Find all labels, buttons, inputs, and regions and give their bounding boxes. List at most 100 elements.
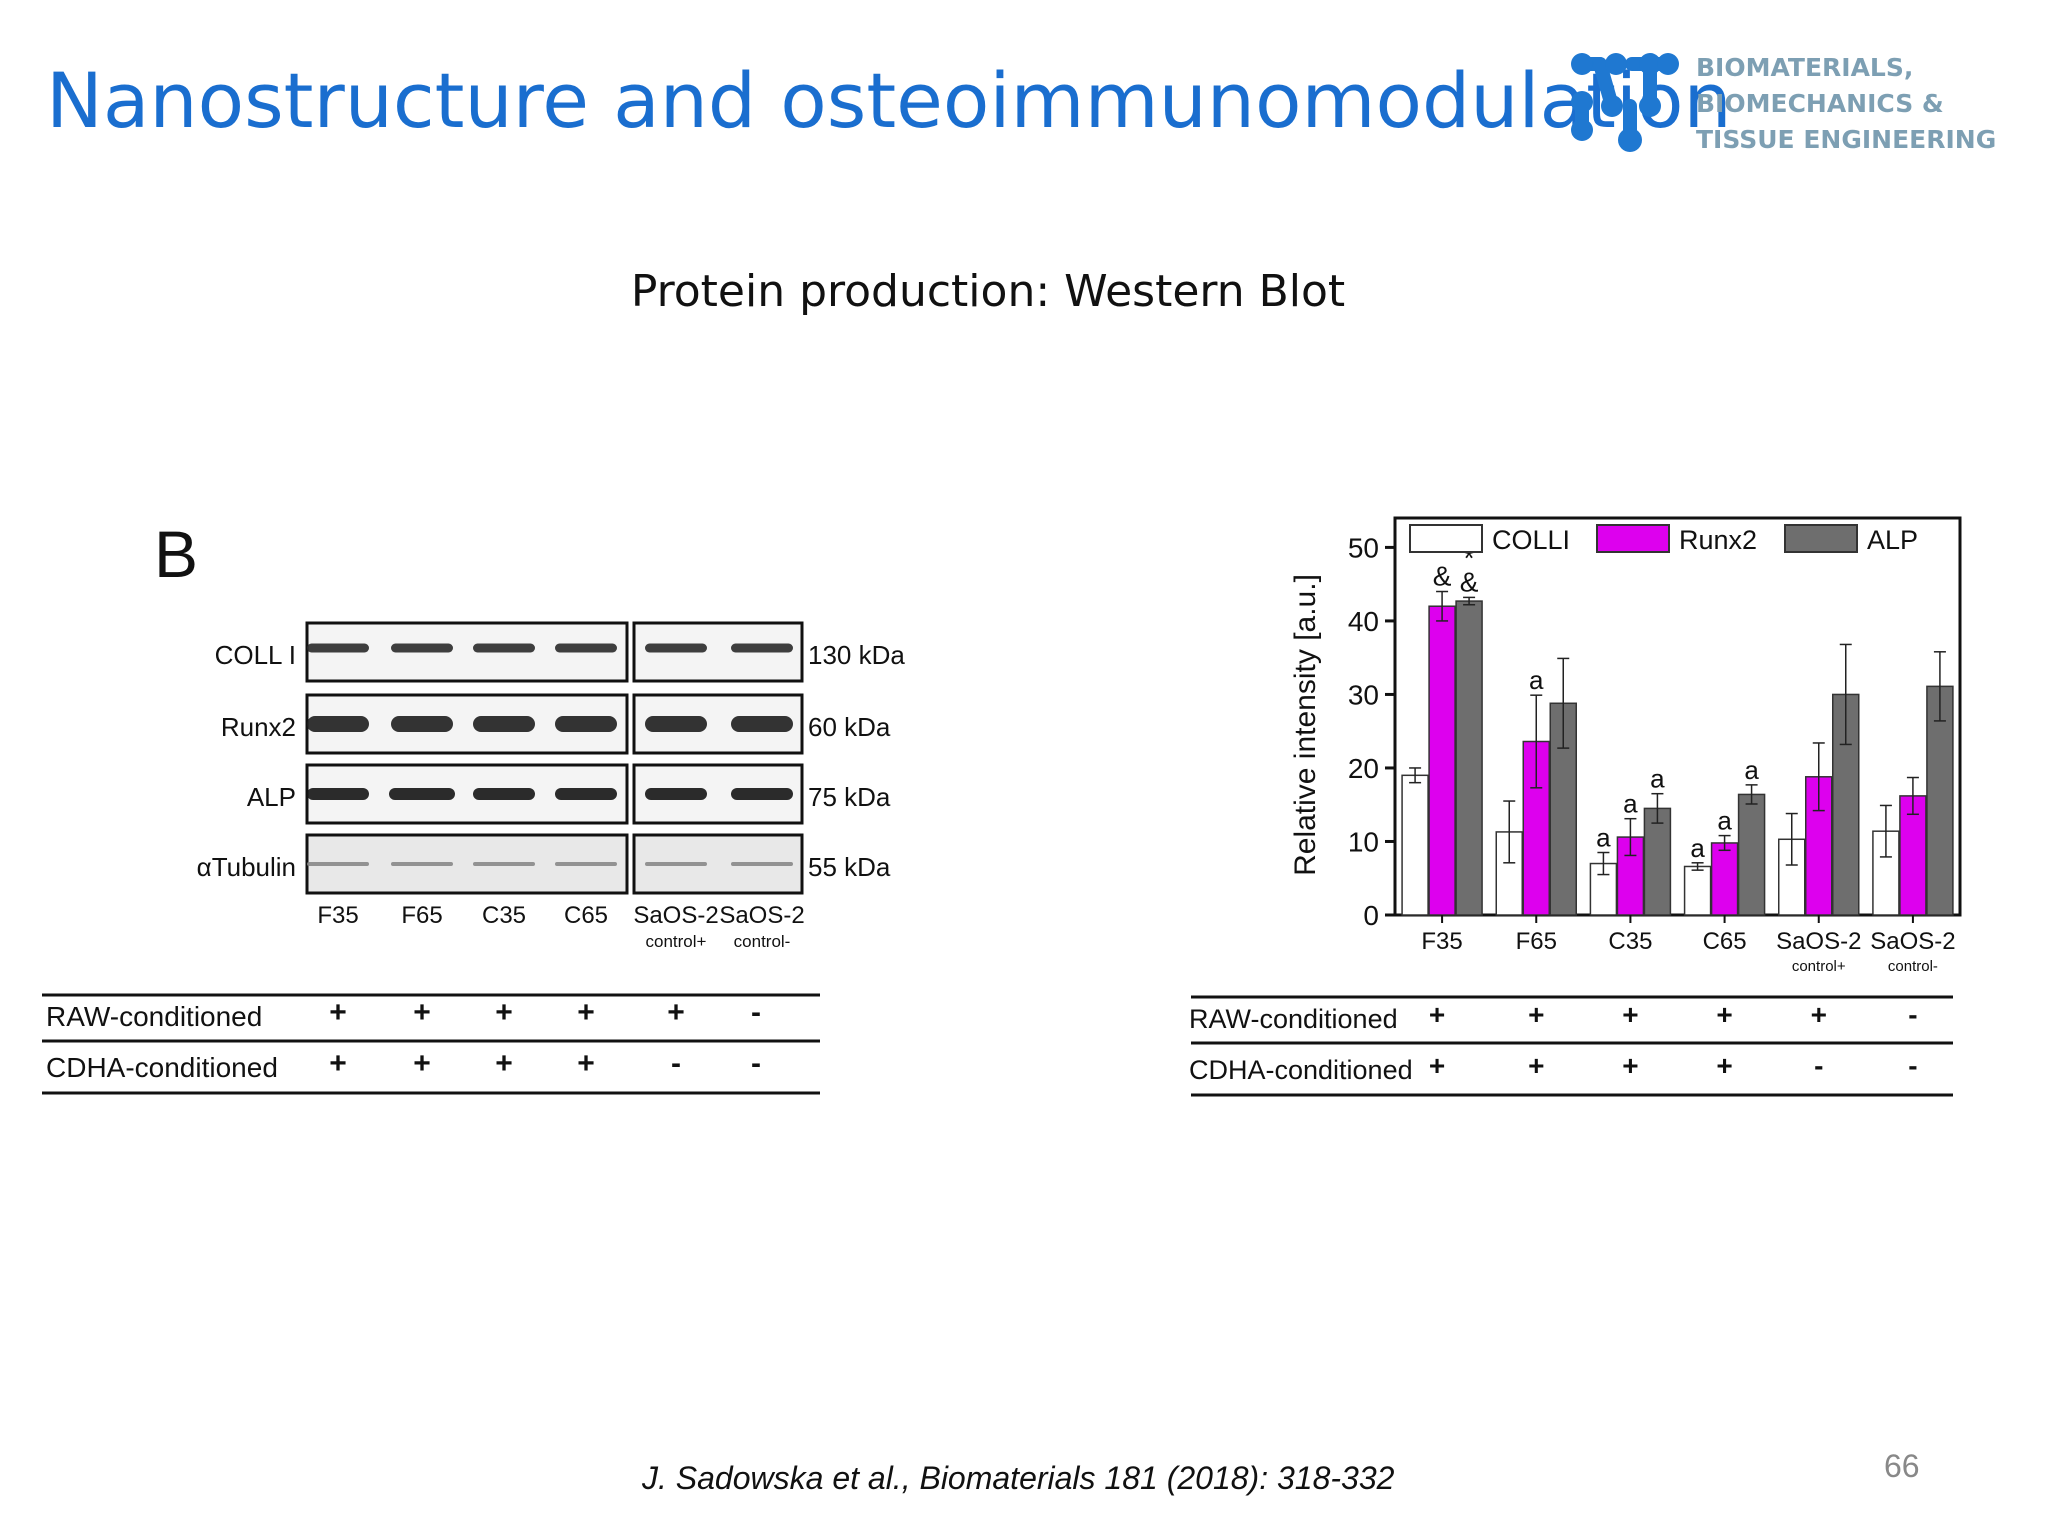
protein-band [391,716,453,732]
significance-mark: a [1596,823,1611,853]
protein-band [555,643,617,653]
blot-row-label: COLL I [215,640,296,670]
protein-band [645,788,707,800]
blot-lane-label: F65 [401,902,442,929]
citation: J. Sadowska et al., Biomaterials 181 (20… [642,1460,1395,1496]
x-tick-label: F65 [1516,928,1557,955]
protein-band [731,862,793,866]
blot-membrane-right [632,621,804,683]
slide-title: Nanostructure and osteoimmunomodulation [46,56,1732,145]
protein-band [555,716,617,732]
slide-subtitle: Protein production: Western Blot [630,266,1346,317]
bar-alp [1643,807,1672,916]
logo-line: BIOMATERIALS, [1696,53,1914,82]
logo-text: BIOMATERIALS, BIOMECHANICS & TISSUE ENGI… [1696,50,1996,158]
condition-value: + [577,996,595,1029]
condition-value: + [1716,1050,1732,1081]
x-tick-label: C35 [1608,928,1652,955]
condition-value: + [1528,999,1544,1030]
bar-runx2 [1428,605,1456,916]
legend-swatch-runx2 [1596,524,1670,553]
protein-band [731,643,793,653]
blot-lane-sublabel: control+ [646,932,707,951]
significance-mark: *& [1460,542,1479,597]
bar-alp [1455,600,1483,916]
blot-kda-label: 75 kDa [808,782,891,812]
protein-band [473,716,535,732]
protein-band [473,788,535,800]
logo-line: BIOMECHANICS & [1696,89,1944,118]
blot-row-label: αTubulin [197,852,296,882]
condition-value: + [413,996,431,1029]
legend-swatch-colli [1409,524,1483,553]
condition-value: + [329,996,347,1029]
condition-value: + [1429,999,1445,1030]
condition-value: + [1716,999,1732,1030]
condition-label: CDHA-conditioned [46,1052,278,1083]
condition-value: + [667,996,685,1029]
significance-mark: a [1744,755,1759,785]
blot-kda-label: 55 kDa [808,852,891,882]
relative-intensity-bar-chart: Relative intensity [a.u.] 0 10 20 30 40 50 *&… [1189,516,1962,1097]
y-axis-label: Relative intensity [a.u.] [1289,574,1322,876]
protein-band [307,788,369,800]
condition-label: RAW-conditioned [1189,1004,1398,1034]
condition-value: - [1908,999,1917,1030]
significance-mark: a [1623,789,1638,819]
condition-value: - [1814,1050,1823,1081]
blot-lane-label: SaOS-2 [633,902,718,929]
bar-colli [1683,865,1712,916]
protein-band [307,643,369,653]
condition-label: CDHA-conditioned [1189,1055,1413,1085]
condition-value: + [495,1047,513,1080]
protein-band [555,788,617,800]
protein-band [473,862,535,866]
significance-mark: a [1717,806,1732,836]
protein-band [389,788,455,800]
legend-swatch-alp [1784,524,1858,553]
western-blot-panel: B COLL I 130 kDa Runx2 60 kDa ALP 75 kDa αTubu… [42,517,905,1095]
x-tick-label: C65 [1703,928,1747,955]
protein-band [391,862,453,866]
y-tick-label: 30 [1348,679,1379,710]
condition-value: + [495,996,513,1029]
y-tick-label: 20 [1348,753,1379,784]
bar-alp [1926,685,1954,916]
condition-value: + [329,1047,347,1080]
protein-band [645,643,707,653]
x-tick-sublabel: control- [1888,958,1938,975]
condition-value: + [1622,1050,1638,1081]
condition-value: - [751,1047,761,1080]
legend-label: Runx2 [1679,525,1757,555]
legend-label: COLLI [1492,525,1570,555]
condition-value: + [1811,999,1827,1030]
institution-logo-icon [1571,53,1679,152]
y-tick-label: 10 [1348,826,1379,857]
protein-band [555,862,617,866]
legend-label: ALP [1867,525,1918,555]
protein-band [645,862,707,866]
y-tick-label: 40 [1348,606,1379,637]
page-number: 66 [1884,1448,1920,1484]
protein-band [307,716,369,732]
bar-runx2 [1710,842,1739,916]
protein-band [391,643,453,653]
condition-value: + [577,1047,595,1080]
condition-value: + [413,1047,431,1080]
blot-row-label: ALP [247,782,296,812]
condition-value: - [1908,1050,1917,1081]
blot-lane-label: C35 [482,902,526,929]
bar-runx2 [1899,795,1927,916]
condition-label: RAW-conditioned [46,1001,262,1032]
x-tick-label: SaOS-2 [1870,928,1955,955]
blot-lane-label: C65 [564,902,608,929]
protein-band [731,716,793,732]
blot-lane-label: SaOS-2 [719,902,804,929]
significance-mark: a [1650,764,1665,794]
protein-band [645,716,707,732]
x-tick-label: F35 [1421,928,1462,955]
significance-mark: a [1690,833,1705,863]
bar-colli [1401,774,1429,916]
blot-kda-label: 130 kDa [808,640,905,670]
